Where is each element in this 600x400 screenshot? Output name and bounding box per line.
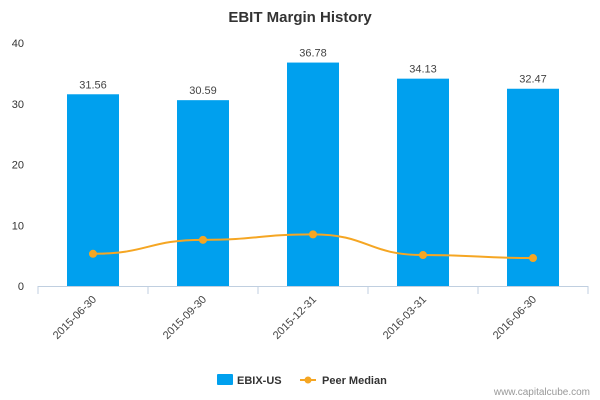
peer-median-point[interactable]: [89, 249, 97, 258]
chart-title: EBIT Margin History: [228, 9, 372, 26]
bar[interactable]: [287, 62, 339, 287]
legend-label-peer-median[interactable]: Peer Median: [322, 375, 387, 387]
bar-data-labels: 31.56 30.59 36.78 34.13 32.47: [79, 48, 547, 98]
bar[interactable]: [507, 88, 559, 286]
legend-label-ebix[interactable]: EBIX-US: [237, 375, 282, 387]
peer-median-series: [89, 230, 537, 263]
peer-median-point[interactable]: [199, 235, 207, 244]
x-tick-label: 2016-06-30: [491, 294, 539, 342]
x-tick-label: 2016-03-31: [381, 294, 429, 342]
bar-data-label: 30.59: [189, 85, 217, 97]
x-axis: 2015-06-30 2015-09-30 2015-12-31 2016-03-31…: [37, 286, 589, 342]
x-tick-label: 2015-09-30: [161, 294, 209, 342]
peer-median-point[interactable]: [529, 254, 537, 263]
y-tick-label: 30: [12, 99, 24, 111]
x-tick-label: 2015-06-30: [51, 294, 99, 342]
y-tick-label: 10: [12, 220, 24, 232]
bar-data-label: 36.78: [299, 48, 327, 60]
bar-data-label: 31.56: [79, 79, 107, 91]
credit-text: www.capitalcube.com: [493, 387, 590, 398]
legend-swatch-ebix[interactable]: [217, 374, 233, 385]
peer-median-point[interactable]: [309, 230, 317, 239]
x-tick-label: 2015-12-31: [271, 294, 319, 342]
legend[interactable]: EBIX-US Peer Median: [217, 374, 387, 387]
peer-median-point[interactable]: [419, 251, 427, 260]
y-tick-label: 40: [12, 38, 24, 50]
bar[interactable]: [177, 100, 229, 287]
y-tick-label: 0: [18, 281, 24, 293]
bar-series: [67, 62, 559, 287]
bar-data-label: 34.13: [409, 64, 437, 76]
bar-data-label: 32.47: [519, 74, 547, 86]
y-tick-label: 20: [12, 160, 24, 172]
y-axis: 0 10 20 30 40: [12, 38, 24, 293]
legend-swatch-peer-marker[interactable]: [304, 376, 312, 384]
